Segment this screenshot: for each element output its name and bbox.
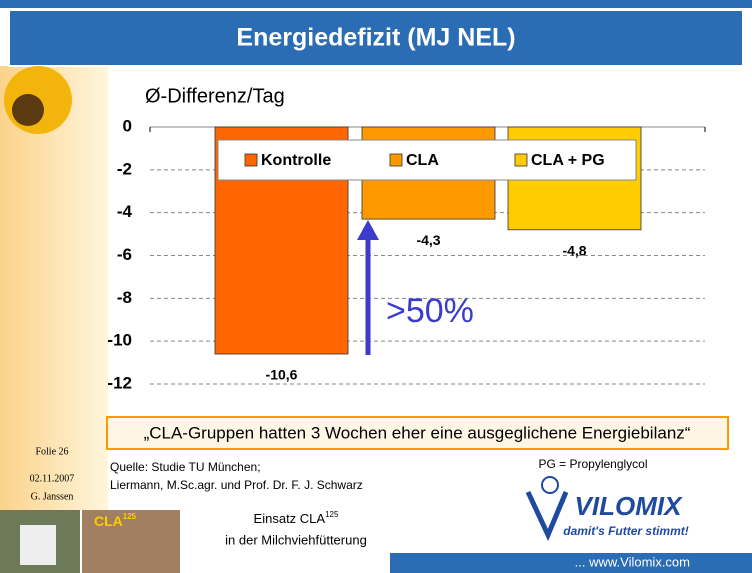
y-tick-label: -6 bbox=[117, 245, 132, 264]
legend-label: CLA + PG bbox=[531, 152, 605, 169]
source-line: Liermann, M.Sc.agr. und Prof. Dr. F. J. … bbox=[110, 478, 363, 492]
statement: „CLA-Gruppen hatten 3 Wochen eher eine a… bbox=[144, 423, 691, 442]
footnote: PG = Propylenglycol bbox=[538, 457, 647, 471]
legend-label: Kontrolle bbox=[261, 152, 331, 169]
slide-number: Folie 26 bbox=[35, 446, 68, 457]
slogan: damit's Futter stimmt! bbox=[563, 524, 689, 538]
photo-cow-patch bbox=[20, 525, 56, 565]
y-tick-label: -2 bbox=[117, 159, 132, 178]
value-label: -10,6 bbox=[266, 367, 298, 383]
topic: in der Milchviehfütterung bbox=[225, 532, 367, 547]
value-label: -4,8 bbox=[562, 243, 586, 259]
legend-swatch bbox=[515, 154, 527, 166]
side-strip bbox=[0, 66, 108, 510]
legend-swatch bbox=[245, 154, 257, 166]
author: G. Janssen bbox=[31, 491, 74, 502]
y-axis-label: Ø-Differenz/Tag bbox=[145, 85, 285, 107]
website: ... www.Vilomix.com bbox=[575, 554, 690, 569]
value-label: -4,3 bbox=[416, 232, 440, 248]
top-border bbox=[0, 0, 752, 8]
y-tick-label: -12 bbox=[107, 373, 132, 392]
chart-title: Energiedefizit (MJ NEL) bbox=[236, 24, 515, 52]
y-tick-label: -10 bbox=[107, 331, 132, 350]
annotation: >50% bbox=[386, 292, 474, 330]
y-tick-label: -4 bbox=[117, 202, 133, 221]
sunflower bbox=[4, 66, 72, 134]
source-line: Quelle: Studie TU München; bbox=[110, 460, 261, 474]
footer-bar bbox=[390, 553, 752, 573]
slide: Energiedefizit (MJ NEL) Ø-Differenz/Tag … bbox=[0, 0, 752, 573]
date: 02.11.2007 bbox=[30, 473, 75, 484]
y-tick-label: 0 bbox=[123, 116, 132, 135]
logo-text: VILOMIX bbox=[575, 491, 684, 521]
legend-label: CLA bbox=[406, 152, 439, 169]
legend-swatch bbox=[390, 154, 402, 166]
y-tick-label: -8 bbox=[117, 288, 132, 307]
